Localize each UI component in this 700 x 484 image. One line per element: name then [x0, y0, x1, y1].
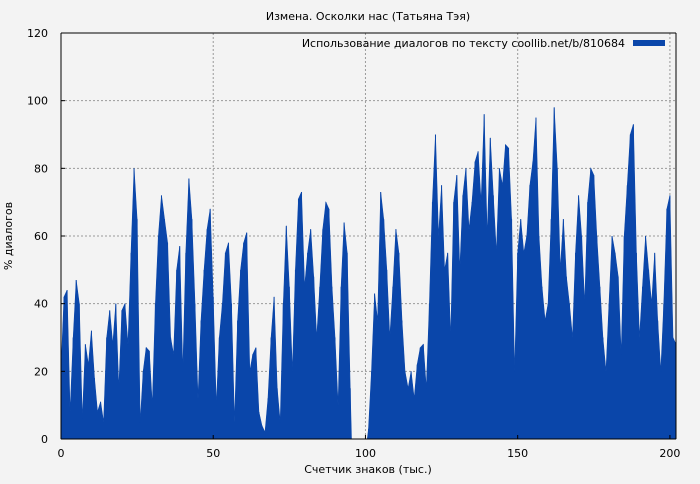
legend: Использование диалогов по тексту coollib… [302, 37, 665, 50]
y-tick-label: 120 [27, 27, 48, 40]
y-tick-label: 100 [27, 95, 48, 108]
y-axis-label: % диалогов [2, 202, 15, 270]
y-tick-label: 40 [34, 298, 48, 311]
chart-title: Измена. Осколки нас (Татьяна Тэя) [266, 10, 470, 23]
y-tick-label: 0 [41, 433, 48, 446]
x-tick-label: 100 [355, 447, 376, 460]
tick-labels: 0 20 40 60 80 100 120 0 50 100 150 200 [27, 27, 680, 460]
legend-label: Использование диалогов по тексту coollib… [302, 37, 625, 50]
series-area [60, 107, 677, 440]
legend-swatch [633, 40, 665, 46]
y-tick-label: 20 [34, 365, 48, 378]
x-tick-label: 200 [659, 447, 680, 460]
y-tick-label: 60 [34, 230, 48, 243]
x-tick-label: 50 [206, 447, 220, 460]
data-series [60, 107, 677, 440]
x-tick-label: 150 [507, 447, 528, 460]
x-axis-label: Счетчик знаков (тыс.) [304, 463, 432, 476]
y-tick-label: 80 [34, 162, 48, 175]
x-tick-label: 0 [58, 447, 65, 460]
